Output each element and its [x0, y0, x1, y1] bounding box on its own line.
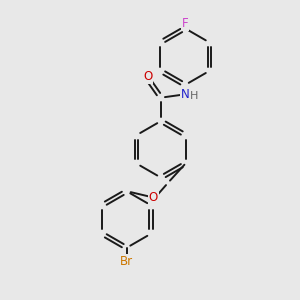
Text: Br: Br [120, 255, 133, 268]
Text: O: O [143, 70, 152, 83]
Text: H: H [190, 91, 199, 101]
Text: N: N [181, 88, 189, 101]
Text: O: O [148, 191, 158, 204]
Text: F: F [182, 17, 188, 30]
